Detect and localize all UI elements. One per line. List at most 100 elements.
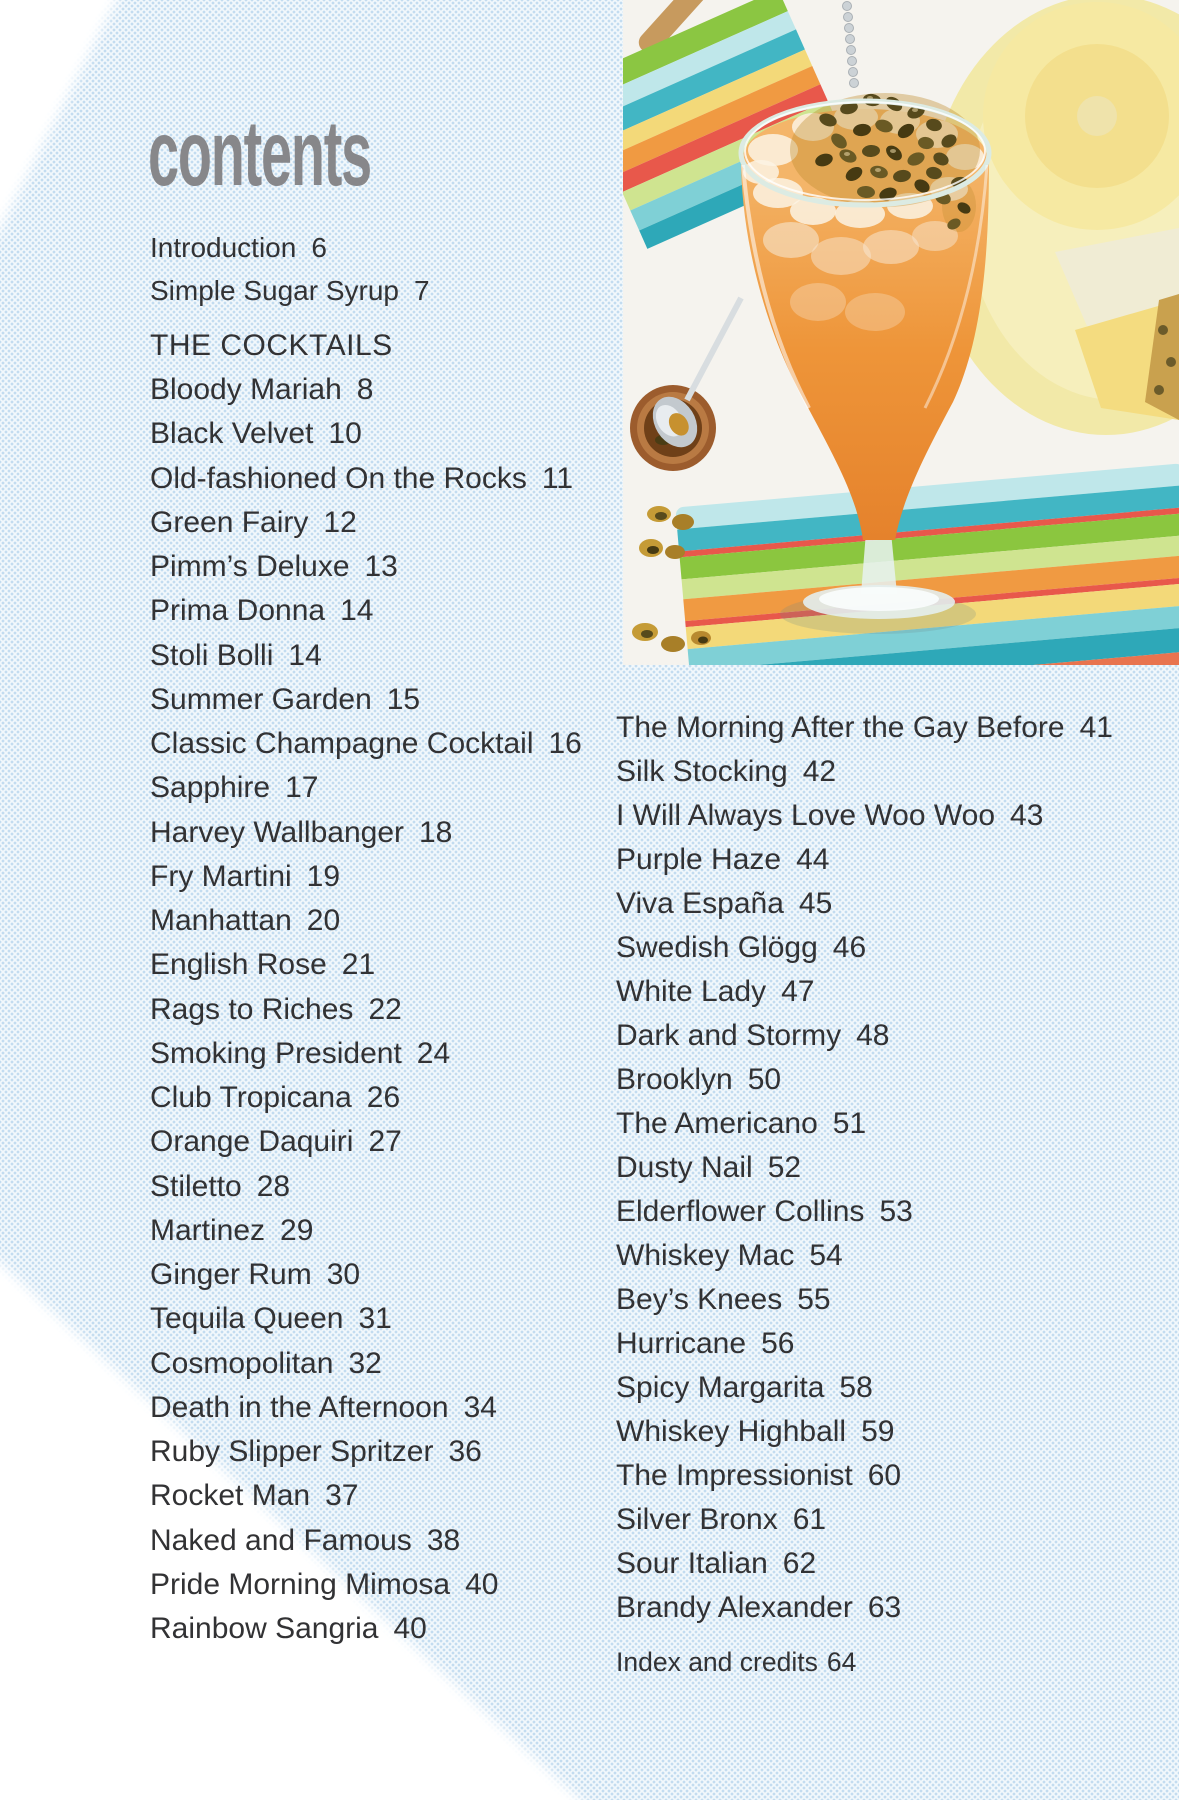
toc-entry-label: Sapphire bbox=[150, 771, 271, 805]
toc-entry-label: Elderflower Collins bbox=[616, 1195, 865, 1228]
toc-entry-page-number: 47 bbox=[781, 975, 815, 1008]
cocktail-photo bbox=[623, 0, 1179, 665]
toc-entry: Summer Garden 15 bbox=[150, 678, 582, 722]
toc-entry: Orange Daquiri 27 bbox=[150, 1120, 582, 1164]
toc-entry: Bey’s Knees 55 bbox=[616, 1278, 1113, 1322]
toc-entry-page-number: 27 bbox=[368, 1125, 402, 1159]
toc-entry: Dark and Stormy 48 bbox=[616, 1014, 1113, 1058]
toc-entry-page-number: 48 bbox=[856, 1019, 890, 1052]
toc-entry-label: Whiskey Highball bbox=[616, 1415, 847, 1448]
toc-entry: Harvey Wallbanger 18 bbox=[150, 811, 582, 855]
toc-entry-label: Summer Garden bbox=[150, 682, 372, 716]
toc-entry-label: Simple Sugar Syrup bbox=[150, 275, 400, 306]
toc-entry: Prima Donna 14 bbox=[150, 589, 582, 633]
toc-entry-page-number: 29 bbox=[280, 1213, 314, 1247]
toc-right-column: The Morning After the Gay Before 41 Silk … bbox=[616, 706, 1113, 1630]
toc-entry-page-number: 43 bbox=[1010, 799, 1044, 832]
striped-coaster bbox=[675, 463, 1179, 665]
toc-entry-label: Naked and Famous bbox=[150, 1523, 412, 1557]
toc-entry: Brandy Alexander 63 bbox=[616, 1586, 1113, 1630]
toc-entry-label: Fry Martini bbox=[150, 859, 292, 893]
toc-entry-page-number: 14 bbox=[340, 594, 374, 628]
toc-entry-page-number: 7 bbox=[414, 275, 430, 306]
toc-entry-page-number: 38 bbox=[426, 1523, 461, 1557]
toc-entry-label: Silver Bronx bbox=[616, 1503, 778, 1536]
toc-entry-label: Whiskey Mac bbox=[616, 1239, 795, 1272]
pineapple-slice bbox=[983, 2, 1179, 420]
toc-entry-page-number: 58 bbox=[839, 1371, 873, 1404]
toc-entry: English Rose 21 bbox=[150, 943, 582, 987]
toc-entry: The Morning After the Gay Before 41 bbox=[616, 706, 1113, 750]
toc-entry-page-number: 56 bbox=[761, 1327, 795, 1360]
toc-entry-page-number: 42 bbox=[802, 755, 837, 788]
toc-entry-label: Ruby Slipper Spritzer bbox=[150, 1435, 434, 1468]
toc-entry-label: The Impressionist bbox=[616, 1459, 853, 1492]
toc-entry-label: Rags to Riches bbox=[150, 992, 354, 1026]
toc-section-header: THE COCKTAILS bbox=[150, 329, 393, 362]
toc-entry: Dusty Nail 52 bbox=[616, 1146, 1113, 1190]
toc-entry-label: English Rose bbox=[150, 948, 327, 982]
toc-entry: Rocket Man 37 bbox=[150, 1474, 582, 1518]
toc-entry-page-number: 52 bbox=[767, 1151, 802, 1184]
toc-entry-page-number: 53 bbox=[879, 1195, 913, 1228]
toc-entry: Rags to Riches 22 bbox=[150, 988, 582, 1032]
toc-entry: Rainbow Sangria 40 bbox=[150, 1607, 582, 1651]
toc-entry: Stiletto 28 bbox=[150, 1165, 582, 1209]
toc-entry: Pimm’s Deluxe 13 bbox=[150, 545, 582, 589]
toc-entry-label: Brandy Alexander bbox=[616, 1591, 853, 1624]
toc-entry: Tequila Queen 31 bbox=[150, 1297, 582, 1341]
toc-entry-label: Introduction bbox=[150, 232, 297, 263]
toc-entry-label: Orange Daquiri bbox=[150, 1125, 354, 1159]
toc-entry-page-number: 19 bbox=[306, 859, 341, 893]
bar-spoon bbox=[652, 296, 744, 448]
toc-entry-page-number: 62 bbox=[782, 1547, 817, 1580]
toc-entry-label: Tequila Queen bbox=[150, 1302, 344, 1336]
toc-entry: I Will Always Love Woo Woo 43 bbox=[616, 794, 1113, 838]
toc-entry-label: Bloody Mariah bbox=[150, 373, 342, 406]
toc-entry-label: Martinez bbox=[150, 1213, 266, 1247]
toc-entry-page-number: 37 bbox=[325, 1479, 359, 1513]
toc-entry-page-number: 46 bbox=[832, 931, 867, 964]
toc-entry-page-number: 6 bbox=[311, 232, 327, 263]
toc-entry: Death in the Afternoon 34 bbox=[150, 1386, 582, 1430]
toc-entry-label: Purple Haze bbox=[616, 843, 782, 876]
toc-entry-page-number: 45 bbox=[798, 887, 833, 920]
toc-left-column: Bloody Mariah 8 Black Velvet 10 Old-fashio… bbox=[150, 368, 582, 1651]
toc-entry-label: Dark and Stormy bbox=[616, 1019, 842, 1052]
toc-entry: Whiskey Mac 54 bbox=[616, 1234, 1113, 1278]
toc-entry-page-number: 64 bbox=[826, 1647, 857, 1677]
toc-entry-label: Pimm’s Deluxe bbox=[150, 550, 350, 583]
toc-entry-page-number: 16 bbox=[548, 727, 582, 760]
toc-entry: Silk Stocking 42 bbox=[616, 750, 1113, 794]
toc-entry: Silver Bronx 61 bbox=[616, 1498, 1113, 1542]
toc-entry: Smoking President 24 bbox=[150, 1032, 582, 1076]
toc-entry-label: Cosmopolitan bbox=[150, 1346, 334, 1380]
toc-entry-page-number: 17 bbox=[285, 771, 319, 805]
toc-entry-page-number: 8 bbox=[356, 373, 374, 406]
toc-entry-label: Prima Donna bbox=[150, 594, 326, 628]
toc-entry-label: I Will Always Love Woo Woo bbox=[616, 799, 996, 832]
toc-entry-label: Stoli Bolli bbox=[150, 638, 274, 672]
toc-entry: Elderflower Collins 53 bbox=[616, 1190, 1113, 1234]
toc-entry-label: Brooklyn bbox=[616, 1063, 733, 1096]
toc-entry: Brooklyn 50 bbox=[616, 1058, 1113, 1102]
page-title: contents bbox=[148, 101, 372, 205]
scattered-seeds bbox=[632, 506, 711, 652]
toc-entry-label: Pride Morning Mimosa bbox=[150, 1567, 451, 1601]
toc-entry: Old-fashioned On the Rocks 11 bbox=[150, 457, 582, 501]
toc-entry-page-number: 51 bbox=[832, 1107, 867, 1140]
toc-entry-page-number: 59 bbox=[861, 1415, 895, 1448]
toc-entry: Black Velvet 10 bbox=[150, 412, 582, 456]
toc-entry-label: Rainbow Sangria bbox=[150, 1612, 379, 1645]
toc-entry-label: Silk Stocking bbox=[616, 755, 788, 788]
toc-entry-label: Index and credits bbox=[616, 1647, 818, 1677]
toc-entry-page-number: 40 bbox=[393, 1612, 427, 1645]
toc-entry: Pride Morning Mimosa 40 bbox=[150, 1563, 582, 1607]
toc-entry-label: The Morning After the Gay Before bbox=[616, 711, 1065, 744]
toc-entry-label: Bey’s Knees bbox=[616, 1283, 783, 1316]
toc-entry: Cosmopolitan 32 bbox=[150, 1342, 582, 1386]
toc-entry-label: Manhattan bbox=[150, 904, 292, 937]
toc-entry: Swedish Glögg 46 bbox=[616, 926, 1113, 970]
